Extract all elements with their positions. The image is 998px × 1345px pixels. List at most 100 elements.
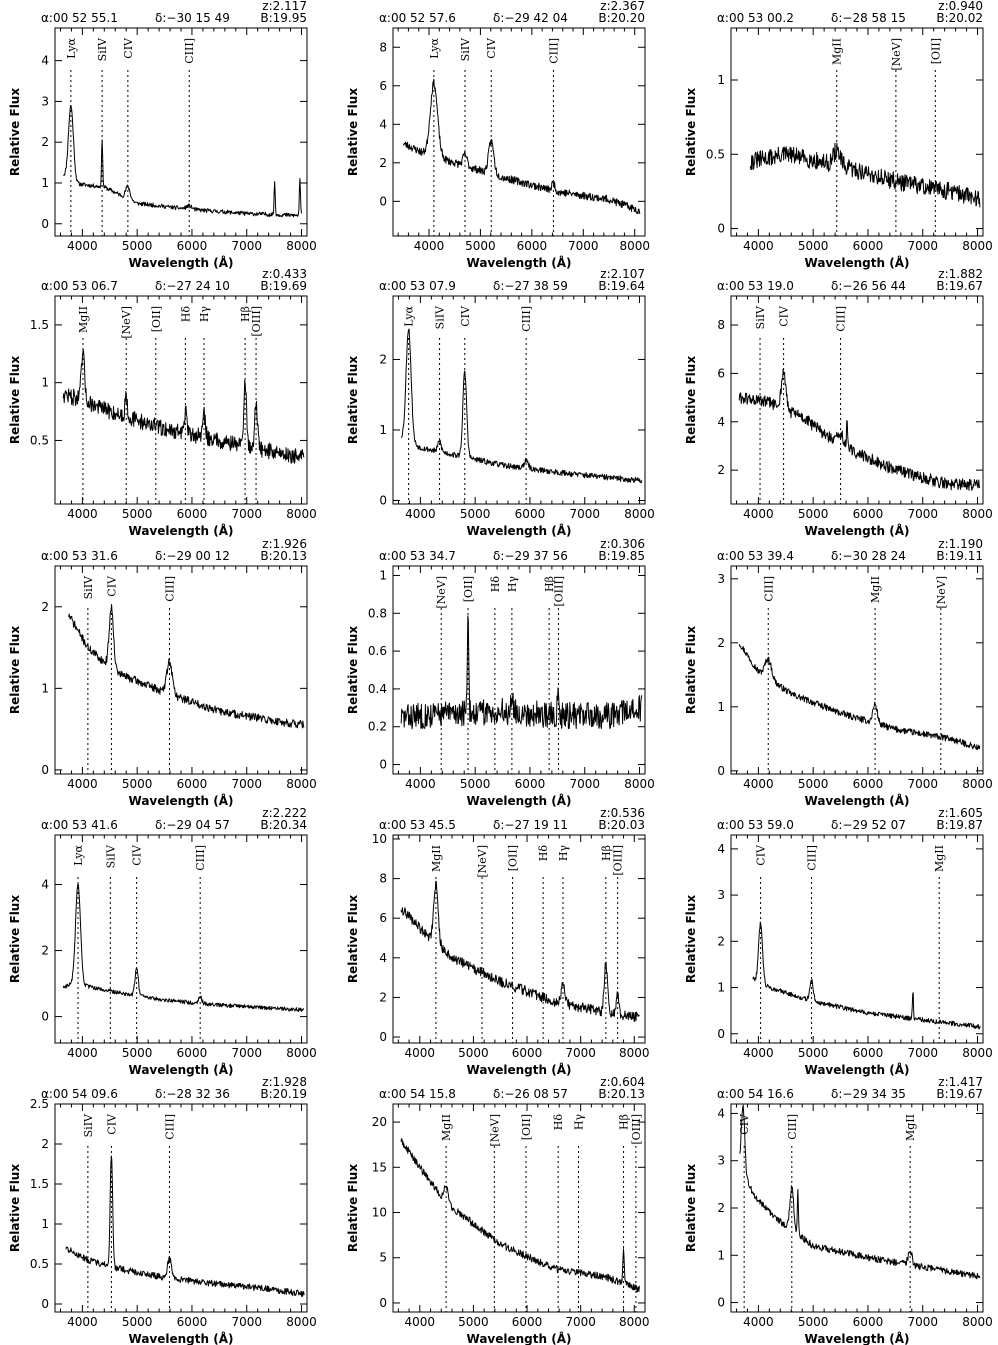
header-ra: α:00 54 09.6 [41, 1087, 118, 1101]
y-tick-label: 8 [379, 872, 387, 886]
header-dec: δ:−30 28 24 [831, 549, 906, 563]
emission-line-label: CIII] [547, 38, 560, 64]
emission-line-label: [NeV] [488, 1114, 501, 1147]
x-tick-label: 5000 [122, 1046, 153, 1060]
header-ra: α:00 53 59.0 [717, 818, 794, 832]
header-B: B:19.69 [260, 279, 307, 293]
y-tick-label: 0 [41, 217, 49, 231]
x-axis-label: Wavelength (Å) [805, 1062, 910, 1077]
emission-line-label: [NeV] [476, 845, 489, 878]
y-tick-label: 1 [41, 1217, 49, 1231]
y-tick-label: 1 [717, 1248, 725, 1262]
x-tick-label: 4000 [67, 1046, 98, 1060]
x-tick-label: 7000 [565, 1046, 596, 1060]
header-ra: α:00 53 00.2 [717, 11, 794, 25]
x-tick-label: 8000 [286, 777, 317, 791]
header-dec: δ:−27 38 59 [493, 279, 568, 293]
x-tick-label: 7000 [907, 777, 938, 791]
x-tick-label: 6000 [515, 507, 546, 521]
plot-frame [392, 565, 646, 775]
y-tick-label: 4 [717, 415, 725, 429]
header-B: B:19.64 [598, 279, 645, 293]
emission-line-label: CIV [105, 575, 118, 597]
plot-frame [392, 27, 646, 237]
header-B: B:20.03 [598, 818, 645, 832]
y-axis-label: Relative Flux [346, 1164, 360, 1252]
x-axis-label: Wavelength (Å) [467, 523, 572, 538]
x-tick-label: 4000 [743, 507, 774, 521]
emission-line-label: CIII] [786, 1114, 799, 1140]
x-tick-label: 7000 [907, 1315, 938, 1329]
x-axis-label: Wavelength (Å) [805, 1331, 910, 1345]
y-tick-label: 1 [717, 73, 725, 87]
y-tick-label: 1 [717, 981, 725, 995]
y-tick-label: 6 [717, 366, 725, 380]
emission-line-label: Hδ [537, 845, 550, 862]
emission-line-label: SiIV [82, 575, 95, 599]
header-B: B:19.67 [936, 279, 983, 293]
spectrum-line [749, 142, 981, 208]
y-axis-label: Relative Flux [8, 88, 22, 176]
y-axis-label: Relative Flux [346, 626, 360, 714]
x-tick-label: 6000 [177, 1315, 208, 1329]
y-tick-label: 0.5 [30, 433, 49, 447]
header-z: z:1.417 [938, 1075, 983, 1089]
y-tick-label: 6 [379, 79, 387, 93]
x-axis-label: Wavelength (Å) [129, 793, 234, 808]
spectrum-line [400, 1138, 640, 1293]
x-tick-label: 5000 [122, 1315, 153, 1329]
emission-line-label: [NeV] [890, 38, 903, 71]
x-tick-label: 7000 [231, 507, 262, 521]
x-tick-label: 8000 [962, 507, 993, 521]
y-tick-label: 4 [379, 117, 387, 131]
y-tick-label: 5 [379, 1251, 387, 1265]
x-tick-label: 5000 [460, 507, 491, 521]
header-z: z:0.604 [600, 1075, 645, 1089]
x-tick-label: 8000 [619, 239, 650, 253]
x-tick-label: 4000 [405, 777, 436, 791]
emission-line-label: Lyα [72, 844, 85, 865]
y-tick-label: 4 [379, 951, 387, 965]
header-B: B:20.13 [598, 1087, 645, 1101]
emission-line-label: CIV [459, 305, 472, 327]
header-B: B:20.19 [260, 1087, 307, 1101]
emission-line-label: CIV [738, 1113, 751, 1135]
x-tick-label: 7000 [907, 1046, 938, 1060]
y-tick-label: 1 [717, 700, 725, 714]
y-tick-label: 0 [379, 758, 387, 772]
header-B: B:20.34 [260, 818, 307, 832]
y-tick-label: 3 [717, 888, 725, 902]
y-tick-label: 1 [41, 681, 49, 695]
emission-line-label: CIII] [835, 306, 848, 332]
emission-line-label: [NeV] [120, 306, 133, 339]
y-tick-label: 0 [379, 1030, 387, 1044]
x-tick-label: 5000 [798, 1046, 829, 1060]
emission-line-label: MgII [430, 845, 443, 872]
y-tick-label: 0 [41, 763, 49, 777]
x-axis-label: Wavelength (Å) [467, 255, 572, 270]
plot-frame [392, 834, 646, 1044]
y-tick-label: 2 [41, 600, 49, 614]
y-tick-label: 1 [41, 176, 49, 190]
plot-frame [392, 295, 646, 505]
spectrum-line [62, 349, 305, 464]
emission-line-label: [OII] [507, 845, 520, 871]
emission-line-label: [OIII] [552, 576, 565, 607]
x-tick-label: 8000 [624, 507, 655, 521]
header-dec: δ:−26 56 44 [831, 279, 906, 293]
emission-line-label: [OIII] [250, 306, 263, 337]
spectrum-line [402, 78, 641, 215]
header-z: z:2.107 [600, 267, 645, 281]
x-tick-label: 4000 [743, 777, 774, 791]
emission-line-label: [NeV] [935, 576, 948, 609]
header-B: B:19.95 [260, 11, 307, 25]
emission-line-label: MgII [831, 38, 844, 65]
y-tick-label: 2 [717, 463, 725, 477]
header-z: z:0.433 [262, 267, 307, 281]
y-axis-label: Relative Flux [684, 356, 698, 444]
y-axis-label: Relative Flux [684, 88, 698, 176]
header-B: B:19.67 [936, 1087, 983, 1101]
x-tick-label: 5000 [798, 1315, 829, 1329]
x-tick-label: 7000 [569, 507, 600, 521]
